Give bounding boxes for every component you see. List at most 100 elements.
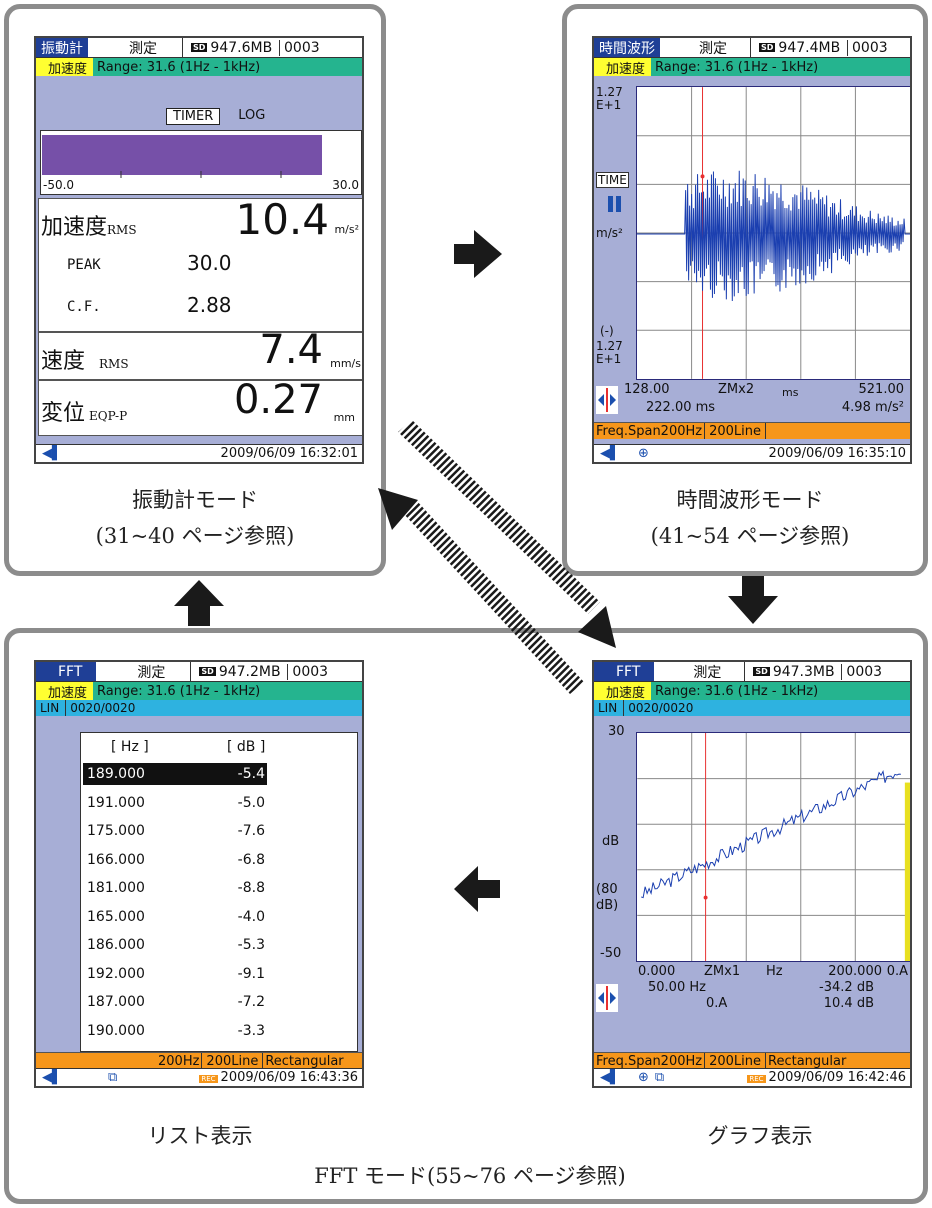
datetime: REC 2009/06/09 16:42:46 (747, 1070, 906, 1085)
sd-card-icon: SD (759, 43, 776, 52)
level-value: -7.6 (237, 823, 265, 839)
disp-label: 変位 (41, 401, 86, 426)
range-bar: 加速度 Range: 31.6 (1Hz - 1kHz) (36, 58, 362, 76)
battery-icon: ◀▌ (600, 1070, 620, 1085)
level-bar (42, 135, 322, 175)
range-bar: 加速度 Range: 31.6 (1Hz - 1kHz) (594, 58, 910, 76)
timer-button[interactable]: TIMER (166, 108, 221, 125)
window-function[interactable]: Rectangular (768, 1053, 847, 1069)
list-item[interactable]: 189.000 -5.4 (83, 763, 267, 785)
peak-label: PEAK (67, 257, 101, 273)
dashed-arrow-down-icon (398, 420, 616, 648)
x-start: 128.00 (624, 382, 670, 397)
line-count[interactable]: 200Line (705, 1053, 767, 1069)
y-bottom-label: 1.27 E+1 (596, 339, 623, 366)
pause-icon[interactable] (608, 196, 622, 212)
datetime: 2009/06/09 16:32:01 (220, 446, 358, 461)
cursor-marker (703, 895, 708, 900)
file-number: 0003 (852, 39, 888, 56)
measure-label: 測定 (112, 662, 192, 681)
mode-label[interactable]: 時間波形 (594, 38, 660, 57)
cursor-x: 222.00 ms (646, 400, 716, 415)
list-item[interactable]: 186.000 -5.3 (83, 934, 267, 956)
fft-caption: FFT モード(55~76 ページ参照) (314, 1164, 626, 1188)
quantity-label[interactable]: 加速度 (36, 58, 94, 76)
level-value: -5.4 (237, 766, 265, 782)
zoom-search-icon[interactable]: ⊕ (638, 1070, 649, 1085)
list-item[interactable]: 192.000 -9.1 (83, 963, 267, 985)
battery-icon: ◀▌ (42, 1070, 62, 1085)
window-function[interactable]: Rectangular (265, 1053, 344, 1069)
freq-span[interactable]: Freq.Span200Hz (594, 1053, 706, 1069)
mode-label[interactable]: FFT (36, 662, 97, 681)
cursor-db: -34.2 dB (819, 980, 874, 995)
level-bar-box (40, 130, 362, 180)
cf-label: C.F. (67, 299, 101, 315)
battery-icon: ◀▌ (42, 446, 62, 461)
list-item[interactable]: 191.000 -5.0 (83, 792, 267, 814)
line-count[interactable]: 200Line (705, 423, 767, 439)
scale-min: -50.0 (43, 178, 75, 192)
overlay-icon[interactable]: ⧉ (108, 1070, 118, 1085)
log-button[interactable]: LOG (238, 108, 266, 123)
cursor-move-icon[interactable] (596, 984, 618, 1012)
waveform-trace (637, 170, 910, 302)
quantity-label[interactable]: 加速度 (594, 682, 652, 700)
vel-value: 7.4 (259, 327, 323, 373)
measure-label: 測定 (670, 662, 746, 681)
status-footer: ◀▌ ⊕ 2009/06/09 16:35:10 (594, 444, 910, 462)
zoom-search-icon[interactable]: ⊕ (638, 446, 649, 461)
list-item[interactable]: 181.000 -8.8 (83, 877, 267, 899)
cursor-readout: 128.00 ZMx2 ms 521.00 222.00 ms 4.98 m/s… (594, 382, 910, 420)
time-waveform-plot[interactable] (636, 86, 912, 380)
graph-caption: グラフ表示 (707, 1124, 813, 1148)
sd-card-icon: SD (753, 667, 770, 676)
average-mode[interactable]: LIN (36, 700, 67, 716)
arrow-left-icon (454, 866, 500, 912)
cursor-move-icon[interactable] (596, 386, 618, 414)
sd-status: SD 947.2MB (199, 663, 289, 680)
frequency-value: 191.000 (87, 794, 145, 811)
col-header-db: [ dB ] (227, 739, 266, 755)
vibration-meter-screen: 振動計 測定 SD 947.6MB 0003 加速度 Range: 31.6 (1… (34, 36, 364, 464)
quantity-label[interactable]: 加速度 (36, 682, 94, 700)
line-count[interactable]: 200Line (202, 1053, 264, 1069)
y-unit: m/s² (596, 226, 623, 240)
range-bar: 加速度 Range: 31.6 (1Hz - 1kHz) (36, 682, 362, 700)
mode-label[interactable]: FFT (594, 662, 655, 681)
list-item[interactable]: 175.000 -7.6 (83, 820, 267, 842)
zoom-label: ZMx1 (704, 964, 741, 979)
rec-icon: REC (747, 1075, 766, 1083)
list-item[interactable]: 166.000 -6.8 (83, 849, 267, 871)
level-value: -5.3 (237, 937, 265, 953)
list-item[interactable]: 165.000 -4.0 (83, 906, 267, 928)
sd-card-icon: SD (199, 667, 216, 676)
average-mode[interactable]: LIN (594, 700, 625, 716)
mode-label[interactable]: 振動計 (36, 38, 88, 57)
time-button[interactable]: TIME (596, 172, 629, 188)
datetime-text: 2009/06/09 16:43:36 (220, 1070, 358, 1085)
freq-span[interactable]: Freq.Span200Hz (594, 423, 706, 439)
fft-graph-screen: FFT 測定 SD 947.3MB 0003 加速度 Range: 31.6 (1… (592, 660, 912, 1088)
status-header: 振動計 測定 SD 947.6MB 0003 (36, 38, 362, 58)
list-item[interactable]: 190.000 -3.3 (83, 1020, 267, 1042)
frequency-value: 187.000 (87, 994, 145, 1010)
oa-label-2: 0.A (706, 996, 728, 1011)
acc-unit: m/s² (334, 223, 359, 236)
frequency-value: 189.000 (87, 766, 145, 782)
list-item[interactable]: 187.000 -7.2 (83, 991, 267, 1013)
measure-label: 測定 (104, 38, 183, 57)
freq-span[interactable]: 200Hz (36, 1053, 203, 1069)
frequency-value: 181.000 (87, 880, 145, 896)
vel-sub: RMS (99, 357, 129, 371)
overlay-icon[interactable]: ⧉ (654, 1070, 665, 1085)
level-value: -8.8 (237, 880, 265, 896)
fft-spectrum-plot[interactable] (636, 732, 912, 962)
file-number: 0003 (846, 663, 883, 680)
status-header: FFT 測定 SD 947.2MB 0003 (36, 662, 362, 682)
rec-icon: REC (199, 1075, 218, 1083)
acc-label: 加速度 (41, 215, 108, 240)
quantity-label[interactable]: 加速度 (594, 58, 652, 76)
x-unit: ms (782, 386, 799, 399)
disp-unit: mm (333, 411, 355, 424)
